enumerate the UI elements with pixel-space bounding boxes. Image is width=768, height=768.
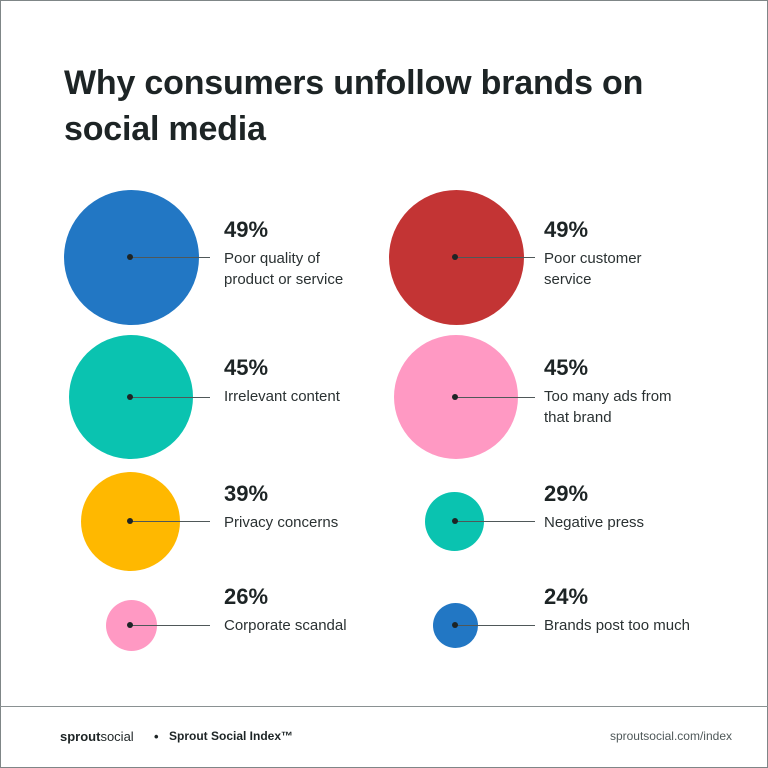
category-label: Poor customer service — [544, 250, 642, 288]
logo-bold: sprout — [60, 729, 101, 744]
leader-line — [455, 625, 535, 626]
leader-line — [455, 257, 535, 258]
value-label: 45% — [224, 355, 269, 380]
leader-dot — [452, 254, 458, 260]
leader-line — [130, 397, 210, 398]
leader-dot — [452, 518, 458, 524]
value-label: 29% — [544, 481, 589, 506]
footer-divider — [0, 706, 768, 707]
leader-line — [130, 521, 210, 522]
category-label: Privacy concerns — [224, 514, 339, 531]
leader-dot — [127, 622, 133, 628]
value-label: 49% — [224, 217, 269, 242]
category-label: Poor quality of product or service — [224, 250, 344, 288]
category-label: Corporate scandal — [224, 617, 347, 634]
footer-separator: • — [154, 729, 159, 744]
leader-dot — [452, 394, 458, 400]
leader-line — [455, 521, 535, 522]
value-label: 45% — [544, 355, 589, 380]
leader-dot — [452, 622, 458, 628]
category-label: Too many ads from that brand — [544, 388, 672, 426]
footer-url: sproutsocial.com/index — [609, 729, 732, 743]
chart-title: Why consumers unfollow brands on social … — [64, 64, 644, 148]
leader-dot — [127, 254, 133, 260]
value-label: 26% — [224, 584, 269, 609]
category-label: Brands post too much — [544, 617, 690, 634]
leader-line — [130, 625, 210, 626]
value-label: 24% — [544, 584, 589, 609]
category-label: Irrelevant content — [224, 388, 340, 405]
sproutsocial-logo: sproutsocial — [60, 729, 134, 744]
value-label: 39% — [224, 481, 269, 506]
leader-dot — [127, 518, 133, 524]
leader-dot — [127, 394, 133, 400]
category-label: Negative press — [544, 514, 645, 531]
value-label: 49% — [544, 217, 589, 242]
footer-index-label: Sprout Social Index™ — [169, 729, 294, 743]
logo-light: social — [100, 729, 134, 744]
leader-line — [455, 397, 535, 398]
leader-line — [130, 257, 210, 258]
